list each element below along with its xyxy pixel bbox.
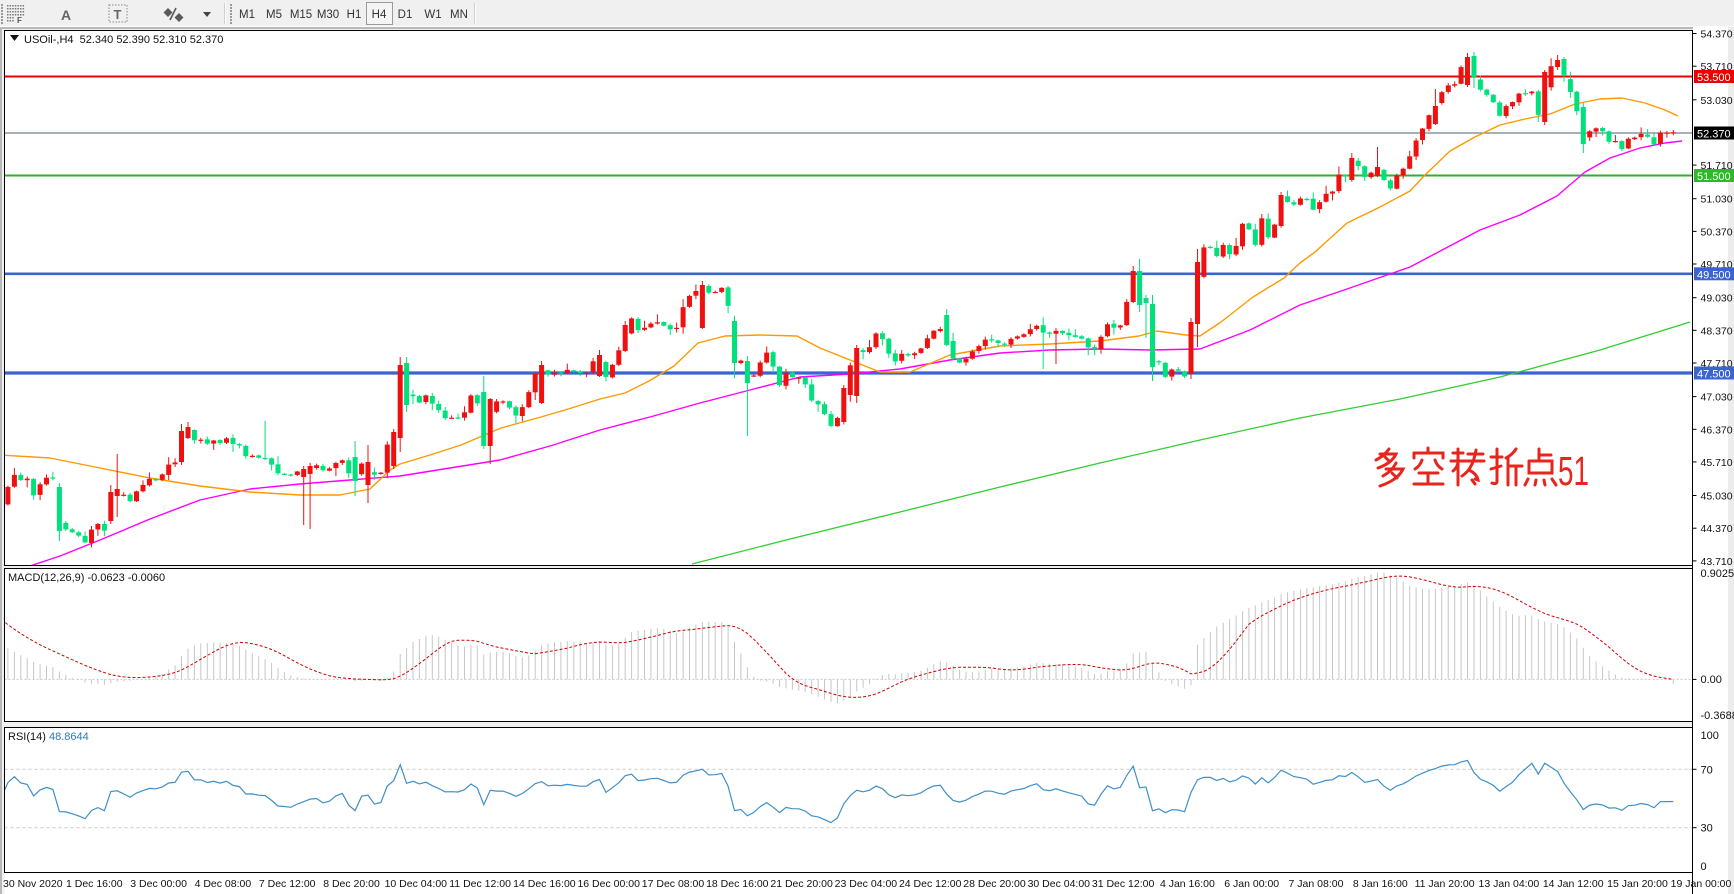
svg-text:70: 70 bbox=[1701, 764, 1713, 776]
svg-text:23 Dec 04:00: 23 Dec 04:00 bbox=[835, 878, 898, 890]
svg-text:M1: M1 bbox=[239, 9, 255, 21]
svg-text:M30: M30 bbox=[317, 9, 339, 21]
svg-text:17 Dec 08:00: 17 Dec 08:00 bbox=[642, 878, 705, 890]
svg-text:MN: MN bbox=[450, 9, 468, 21]
svg-text:51.030: 51.030 bbox=[1701, 194, 1733, 206]
svg-text:7 Jan 08:00: 7 Jan 08:00 bbox=[1289, 878, 1344, 890]
svg-text:RSI(14) 48.8644: RSI(14) 48.8644 bbox=[8, 731, 89, 743]
svg-text:45.030: 45.030 bbox=[1701, 491, 1733, 503]
svg-text:W1: W1 bbox=[424, 9, 441, 21]
svg-text:F: F bbox=[17, 16, 22, 25]
svg-text:47.500: 47.500 bbox=[1697, 369, 1731, 381]
svg-text:D1: D1 bbox=[398, 9, 413, 21]
svg-text:43.710: 43.710 bbox=[1701, 556, 1733, 568]
svg-text:MACD(12,26,9) -0.0623 -0.0060: MACD(12,26,9) -0.0623 -0.0060 bbox=[8, 572, 165, 584]
svg-text:M15: M15 bbox=[290, 9, 312, 21]
svg-text:47.030: 47.030 bbox=[1701, 392, 1733, 404]
svg-text:18 Dec 16:00: 18 Dec 16:00 bbox=[706, 878, 769, 890]
svg-text:53.030: 53.030 bbox=[1701, 95, 1733, 107]
svg-text:49.500: 49.500 bbox=[1697, 269, 1731, 281]
svg-text:48.370: 48.370 bbox=[1701, 325, 1733, 337]
svg-text:51.500: 51.500 bbox=[1697, 171, 1731, 183]
svg-text:52.370: 52.370 bbox=[1697, 129, 1731, 141]
svg-text:28 Dec 20:00: 28 Dec 20:00 bbox=[963, 878, 1026, 890]
svg-text:4 Dec 08:00: 4 Dec 08:00 bbox=[195, 878, 252, 890]
svg-text:44.370: 44.370 bbox=[1701, 523, 1733, 535]
svg-text:19 Jan 00:00: 19 Jan 00:00 bbox=[1671, 878, 1732, 890]
svg-text:21 Dec 20:00: 21 Dec 20:00 bbox=[770, 878, 833, 890]
svg-text:8 Jan 16:00: 8 Jan 16:00 bbox=[1353, 878, 1408, 890]
svg-text:11 Jan 20:00: 11 Jan 20:00 bbox=[1415, 878, 1475, 890]
svg-text:11 Dec 12:00: 11 Dec 12:00 bbox=[449, 878, 511, 890]
svg-text:6 Jan 00:00: 6 Jan 00:00 bbox=[1224, 878, 1279, 890]
svg-text:49.030: 49.030 bbox=[1701, 293, 1733, 305]
svg-text:50.370: 50.370 bbox=[1701, 226, 1733, 238]
svg-text:7 Dec 12:00: 7 Dec 12:00 bbox=[259, 878, 316, 890]
svg-text:3 Dec 00:00: 3 Dec 00:00 bbox=[130, 878, 187, 890]
svg-text:10 Dec 04:00: 10 Dec 04:00 bbox=[385, 878, 448, 890]
svg-text:15 Jan 20:00: 15 Jan 20:00 bbox=[1607, 878, 1668, 890]
svg-text:14 Jan 12:00: 14 Jan 12:00 bbox=[1543, 878, 1604, 890]
svg-text:30 Nov 2020: 30 Nov 2020 bbox=[3, 878, 63, 890]
svg-text:31 Dec 12:00: 31 Dec 12:00 bbox=[1092, 878, 1155, 890]
svg-text:T: T bbox=[114, 7, 122, 22]
svg-text:M5: M5 bbox=[266, 9, 282, 21]
svg-text:4 Jan 16:00: 4 Jan 16:00 bbox=[1160, 878, 1215, 890]
svg-text:-0.3688: -0.3688 bbox=[1701, 710, 1734, 722]
svg-text:USOil-,H4 52.340 52.390 52.31: USOil-,H4 52.340 52.390 52.310 52.370 bbox=[24, 34, 223, 46]
svg-text:A: A bbox=[61, 7, 71, 23]
svg-text:100: 100 bbox=[1701, 730, 1719, 742]
svg-text:0: 0 bbox=[1701, 861, 1707, 873]
svg-text:0.00: 0.00 bbox=[1701, 674, 1722, 686]
svg-text:14 Dec 16:00: 14 Dec 16:00 bbox=[513, 878, 576, 890]
svg-text:51: 51 bbox=[1558, 448, 1589, 494]
svg-text:45.710: 45.710 bbox=[1701, 457, 1733, 469]
svg-text:54.370: 54.370 bbox=[1701, 29, 1733, 41]
svg-text:46.370: 46.370 bbox=[1701, 424, 1733, 436]
svg-text:H4: H4 bbox=[372, 9, 387, 21]
svg-text:8 Dec 20:00: 8 Dec 20:00 bbox=[323, 878, 380, 890]
svg-text:0.9025: 0.9025 bbox=[1701, 568, 1734, 580]
svg-text:53.500: 53.500 bbox=[1697, 72, 1731, 84]
svg-text:16 Dec 00:00: 16 Dec 00:00 bbox=[577, 878, 640, 890]
svg-text:30 Dec 04:00: 30 Dec 04:00 bbox=[1028, 878, 1091, 890]
svg-text:24 Dec 12:00: 24 Dec 12:00 bbox=[899, 878, 962, 890]
svg-text:30: 30 bbox=[1701, 823, 1713, 835]
svg-text:13 Jan 04:00: 13 Jan 04:00 bbox=[1479, 878, 1540, 890]
svg-text:H1: H1 bbox=[347, 9, 362, 21]
svg-text:1 Dec 16:00: 1 Dec 16:00 bbox=[66, 878, 123, 890]
